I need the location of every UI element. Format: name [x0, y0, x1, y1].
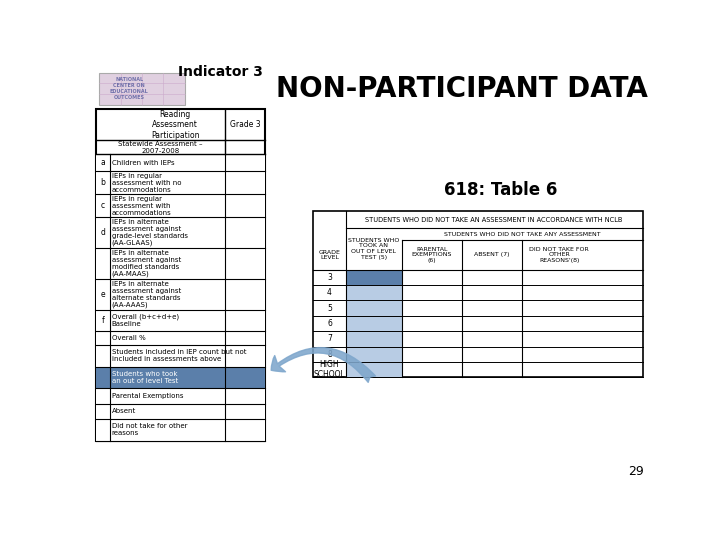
Bar	[346, 269, 402, 285]
Text: STUDENTS WHO DID NOT TAKE ANY ASSESSMENT: STUDENTS WHO DID NOT TAKE ANY ASSESSMENT	[444, 232, 600, 237]
Text: IEPs in alternate
assessment against
grade-level standards
(AA-GLAAS): IEPs in alternate assessment against gra…	[112, 219, 188, 246]
Bar	[346, 362, 402, 377]
Text: ABSENT (7): ABSENT (7)	[474, 253, 510, 258]
Text: Indicator 3: Indicator 3	[178, 65, 263, 79]
Text: Reading
Assessment
Participation: Reading Assessment Participation	[151, 110, 199, 140]
Bar	[96, 331, 265, 345]
Text: 3: 3	[327, 273, 332, 282]
Text: GRADE
LEVEL: GRADE LEVEL	[318, 249, 341, 260]
Text: 8: 8	[327, 350, 332, 359]
Text: c: c	[101, 201, 105, 210]
Text: e: e	[101, 290, 106, 299]
Bar	[99, 72, 184, 105]
Bar	[96, 217, 265, 248]
Text: Absent: Absent	[112, 408, 136, 414]
Text: 7: 7	[327, 334, 332, 343]
Text: Children with IEPs: Children with IEPs	[112, 160, 174, 166]
Text: Overall %: Overall %	[112, 335, 145, 341]
Text: Statewide Assessment –
2007-2008: Statewide Assessment – 2007-2008	[118, 141, 203, 154]
Text: Students who took
an out of level Test: Students who took an out of level Test	[112, 371, 178, 384]
Bar	[96, 110, 265, 441]
Bar	[96, 279, 265, 309]
Text: Grade 3: Grade 3	[230, 120, 261, 130]
Bar	[96, 403, 265, 419]
Text: 5: 5	[327, 303, 332, 313]
Text: 29: 29	[629, 465, 644, 478]
Text: Overall (b+c+d+e)
Baseline: Overall (b+c+d+e) Baseline	[112, 314, 179, 327]
Bar	[96, 248, 265, 279]
Bar	[96, 388, 265, 403]
Bar	[346, 331, 402, 347]
Text: IEPs in alternate
assessment against
alternate standards
(AA-AAAS): IEPs in alternate assessment against alt…	[112, 280, 181, 308]
Text: IEPs in regular
assessment with no
accommodations: IEPs in regular assessment with no accom…	[112, 173, 181, 193]
Text: b: b	[101, 178, 106, 187]
Text: d: d	[101, 228, 106, 237]
Bar	[96, 194, 265, 217]
Bar	[96, 154, 265, 171]
Text: IEPs in regular
assessment with
accommodations: IEPs in regular assessment with accommod…	[112, 195, 171, 215]
Bar	[346, 285, 402, 300]
Bar	[96, 419, 265, 441]
Bar	[96, 309, 265, 331]
Bar	[346, 347, 402, 362]
Text: DID NOT TAKE FOR
OTHER
REASONS'(8): DID NOT TAKE FOR OTHER REASONS'(8)	[529, 247, 589, 264]
Text: f: f	[102, 316, 104, 325]
Text: 618: Table 6: 618: Table 6	[444, 180, 557, 199]
Text: NON-PARTICIPANT DATA: NON-PARTICIPANT DATA	[276, 76, 648, 104]
Text: IEPs in alternate
assessment against
modified standards
(AA-MAAS): IEPs in alternate assessment against mod…	[112, 249, 181, 277]
Bar	[313, 211, 642, 377]
Text: PARENTAL
EXEMPTIONS
(6): PARENTAL EXEMPTIONS (6)	[412, 247, 452, 264]
Bar	[96, 171, 265, 194]
Text: 6: 6	[327, 319, 332, 328]
Bar	[96, 345, 265, 367]
Text: STUDENTS WHO DID NOT TAKE AN ASSESSMENT IN ACCORDANCE WITH NCLB: STUDENTS WHO DID NOT TAKE AN ASSESSMENT …	[366, 217, 623, 222]
Bar	[96, 367, 265, 388]
Text: Parental Exemptions: Parental Exemptions	[112, 393, 183, 399]
FancyArrowPatch shape	[271, 348, 376, 382]
Text: Students included in IEP count but not
included in assessments above: Students included in IEP count but not i…	[112, 349, 246, 362]
Text: a: a	[101, 158, 106, 167]
Text: Did not take for other
reasons: Did not take for other reasons	[112, 423, 187, 436]
Text: HIGH
SCHOOL: HIGH SCHOOL	[314, 360, 346, 380]
Text: NATIONAL
CENTER ON
EDUCATIONAL
OUTCOMES: NATIONAL CENTER ON EDUCATIONAL OUTCOMES	[109, 77, 148, 100]
Bar	[346, 300, 402, 316]
Text: STUDENTS WHO
TOOK AN
OUT OF LEVEL
TEST (5): STUDENTS WHO TOOK AN OUT OF LEVEL TEST (…	[348, 238, 400, 260]
Text: 4: 4	[327, 288, 332, 297]
Bar	[346, 316, 402, 331]
